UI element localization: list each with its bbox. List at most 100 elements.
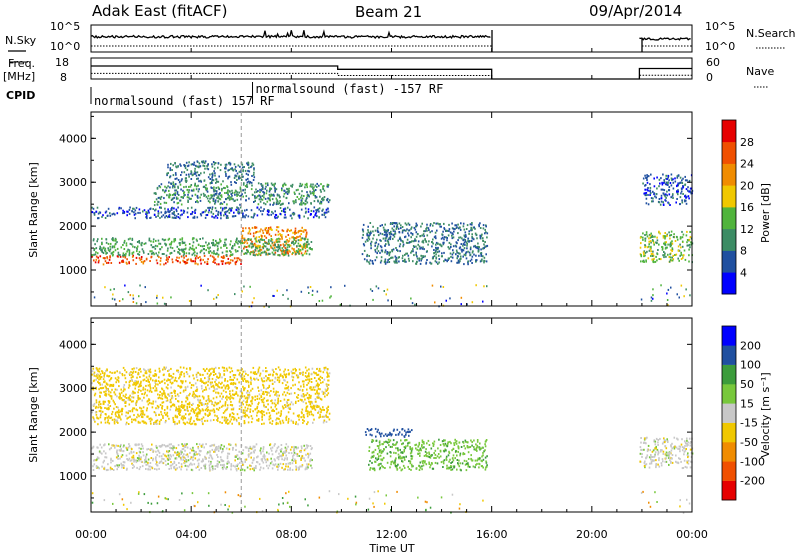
velocity-cell-1: [295, 421, 297, 424]
power-cell-3: [228, 211, 231, 214]
velocity-cell-0: [91, 447, 93, 450]
power-cell-5: [185, 179, 188, 182]
power-cell-8: [684, 175, 686, 178]
power-cell-2: [129, 242, 132, 245]
velocity-cell-0: [226, 462, 228, 465]
velocity-cell-0: [254, 449, 256, 452]
velocity-cell-0: [115, 456, 118, 459]
velocity-cell-0: [131, 456, 133, 459]
power-cell-4: [205, 184, 207, 187]
power-cell-6: [413, 254, 415, 257]
velocity-cell-1: [97, 370, 99, 373]
power-cell-1: [241, 237, 243, 240]
velocity-cell-0: [132, 456, 135, 459]
velocity-cell-1: [312, 414, 315, 417]
velocity-cell-0: [304, 468, 307, 471]
power-cell-4: [292, 200, 294, 203]
velocity-cell-1: [202, 423, 204, 426]
velocity-cell-0: [195, 466, 197, 469]
power-cell-4: [169, 194, 172, 197]
power-cell-4: [276, 194, 279, 197]
velocity-cell-1: [289, 403, 292, 406]
velocity-cell-1: [275, 390, 278, 393]
power-cell-1: [251, 226, 254, 229]
power-cell-2: [163, 239, 165, 242]
power-cell-6: [482, 237, 484, 240]
power-speck: [475, 284, 477, 287]
power-cell-7: [656, 259, 658, 262]
velocity-cell-0: [142, 447, 144, 450]
velocity-cell-0: [112, 444, 114, 447]
power-cell-2: [138, 250, 141, 253]
power-cell-4: [259, 188, 261, 191]
power-cell-6: [429, 231, 431, 234]
power-speck: [385, 293, 387, 296]
velocity-cell-0: [116, 449, 118, 452]
velocity-cell-1: [214, 366, 217, 369]
power-cell-1: [277, 233, 280, 236]
power-cell-2: [294, 242, 297, 245]
power-cell-6: [374, 259, 377, 262]
power-cell-3: [182, 209, 185, 212]
power-cell-3: [102, 214, 104, 217]
power-cell-4: [278, 196, 281, 199]
power-cell-1: [264, 227, 267, 230]
power-cell-6: [367, 231, 370, 234]
velocity-cell-0: [194, 451, 196, 454]
power-cell-2: [235, 250, 237, 253]
power-colorbar-tick-label: 12: [740, 223, 754, 236]
power-cell-6: [415, 245, 417, 248]
power-cell-1: [281, 229, 284, 232]
power-cell-7: [676, 238, 679, 241]
power-cell-6: [449, 231, 452, 234]
power-cell-1: [255, 253, 258, 256]
power-cell-8: [669, 182, 672, 184]
power-cell-5: [187, 164, 190, 167]
power-cell-7: [640, 254, 642, 256]
power-cell-3: [204, 216, 207, 219]
power-cell-0: [222, 255, 225, 258]
power-cell-7: [652, 241, 655, 244]
power-cell-2: [156, 254, 159, 257]
power-cell-2: [293, 237, 295, 240]
velocity-cell-1: [213, 386, 215, 389]
power-cell-5: [190, 178, 193, 180]
power-speck: [414, 303, 416, 306]
power-cell-3: [207, 206, 209, 209]
velocity-cell-1: [176, 415, 179, 418]
power-cell-6: [422, 246, 424, 249]
power-cell-0: [142, 260, 145, 263]
power-cell-6: [470, 229, 472, 232]
power-cell-6: [385, 233, 387, 236]
velocity-cell-1: [158, 376, 160, 379]
power-cell-5: [203, 179, 206, 182]
power-cell-4: [266, 200, 269, 203]
power-cell-6: [448, 228, 451, 231]
power-cell-4: [197, 190, 200, 193]
power-cell-6: [464, 231, 467, 234]
power-cell-6: [375, 241, 377, 244]
velocity-cell-0: [307, 454, 310, 457]
power-cell-2: [213, 244, 216, 247]
power-cell-3: [155, 208, 157, 211]
power-cell-2: [281, 247, 284, 250]
power-cell-2: [161, 253, 164, 255]
velocity-cell-1: [238, 423, 240, 426]
velocity-cell-1: [327, 416, 329, 419]
velocity-cell-0: [208, 450, 211, 453]
velocity-cell-1: [258, 366, 261, 369]
power-cell-8: [649, 183, 651, 186]
power-cell-7: [657, 249, 659, 251]
power-cell-2: [235, 239, 238, 241]
power-cell-3: [152, 208, 154, 210]
velocity-cell-0: [306, 467, 308, 470]
velocity-cell-1: [247, 393, 249, 396]
power-cell-2: [123, 254, 126, 256]
power-cell-8: [667, 175, 670, 177]
velocity-cell-0: [303, 449, 306, 452]
power-cell-1: [292, 231, 294, 234]
power-cell-0: [102, 263, 105, 266]
velocity-cell-1: [320, 411, 322, 414]
power-cell-2: [257, 239, 260, 242]
